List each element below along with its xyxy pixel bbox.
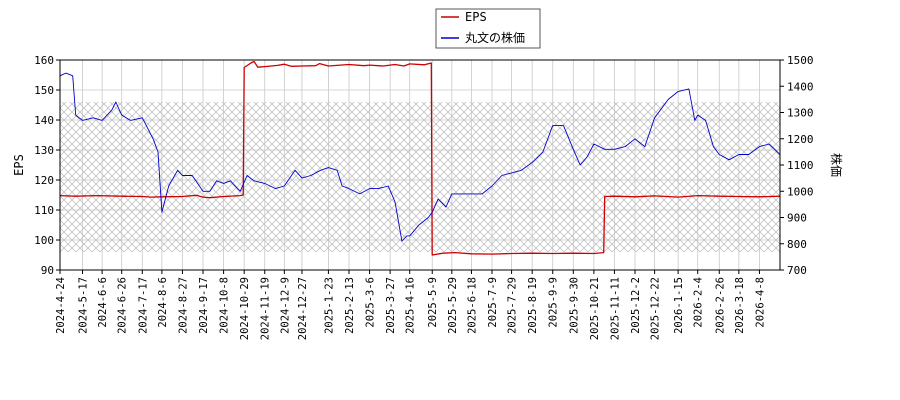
x-tick-label: 2025-9-9	[548, 277, 560, 328]
x-tick-label: 2026-2-4	[693, 277, 705, 328]
y-left-tick-label: 130	[34, 144, 54, 157]
y-right-tick-label: 700	[787, 264, 807, 277]
x-tick-label: 2024-6-6	[97, 277, 109, 328]
y-right-tick-label: 900	[787, 212, 807, 225]
y-axis-right-label: 株価	[829, 153, 844, 177]
y-right-tick-label: 1000	[787, 185, 814, 198]
x-tick-label: 2025-6-18	[466, 277, 478, 334]
y-right-tick-label: 1500	[787, 54, 814, 67]
y-left-tick-label: 90	[41, 264, 54, 277]
x-tick-label: 2026-1-15	[673, 277, 685, 334]
x-tick-label: 2025-11-11	[609, 277, 621, 340]
legend-price-label: 丸文の株価	[465, 30, 525, 45]
legend-eps-label: EPS	[465, 10, 487, 24]
x-tick-label: 2024-10-8	[219, 277, 231, 334]
x-tick-label: 2024-12-27	[297, 277, 309, 340]
x-tick-label: 2025-7-9	[487, 277, 499, 328]
x-tick-label: 2024-4-24	[55, 277, 67, 334]
stock-price-series-line	[60, 72, 780, 242]
x-tick-label: 2025-5-29	[447, 277, 459, 334]
legend-box	[435, 8, 541, 49]
x-tick-label: 2025-9-30	[568, 277, 580, 334]
x-tick-label: 2024-11-19	[260, 277, 272, 340]
x-tick-label: 2025-1-23	[323, 277, 335, 334]
y-left-tick-label: 150	[34, 84, 54, 97]
x-tick-label: 2025-12-2	[630, 277, 642, 334]
x-tick-label: 2024-9-17	[198, 277, 210, 334]
x-tick-label: 2025-2-13	[344, 277, 356, 334]
y-left-tick-label: 120	[34, 174, 54, 187]
grid	[59, 59, 780, 271]
x-tick-label: 2025-7-29	[507, 277, 519, 334]
x-tick-label: 2025-3-27	[385, 277, 397, 334]
y-right-tick-label: 1300	[787, 107, 814, 120]
y-right-tick-label: 1400	[787, 80, 814, 93]
x-tick-label: 2025-5-9	[427, 277, 439, 328]
y-left-tick-label: 100	[34, 234, 54, 247]
x-tick-label: 2024-5-17	[78, 277, 90, 334]
x-tick-label: 2024-8-6	[157, 277, 169, 328]
y-right-tick-label: 800	[787, 238, 807, 251]
x-tick-label: 2026-3-18	[734, 277, 746, 334]
legend: EPS 丸文の株価	[435, 8, 541, 49]
x-tick-label: 2024-8-27	[177, 277, 189, 334]
x-tick-label: 2026-4-8	[754, 277, 766, 328]
y-axis-left-label: EPS	[12, 154, 26, 176]
x-tick-label: 2024-6-26	[117, 277, 129, 334]
x-tick-label: 2024-7-17	[137, 277, 149, 334]
x-tick-label: 2025-10-21	[589, 277, 601, 340]
x-tick-label: 2025-8-19	[527, 277, 539, 334]
y-right-tick-label: 1100	[787, 159, 814, 172]
x-tick-label: 2024-10-29	[239, 277, 251, 340]
x-tick-label: 2026-2-26	[714, 277, 726, 334]
x-tick-label: 2024-12-9	[279, 277, 291, 334]
forecast-band-fill	[60, 102, 780, 252]
x-tick-label: 2025-4-16	[405, 277, 417, 334]
y-left-tick-label: 160	[34, 54, 54, 67]
forecast-band	[60, 102, 780, 252]
x-tick-label: 2025-3-6	[365, 277, 377, 328]
y-left-tick-label: 110	[34, 204, 54, 217]
y-left-tick-label: 140	[34, 114, 54, 127]
eps-series-line	[60, 60, 780, 256]
y-right-tick-label: 1200	[787, 133, 814, 146]
x-tick-label: 2025-12-22	[650, 277, 662, 340]
